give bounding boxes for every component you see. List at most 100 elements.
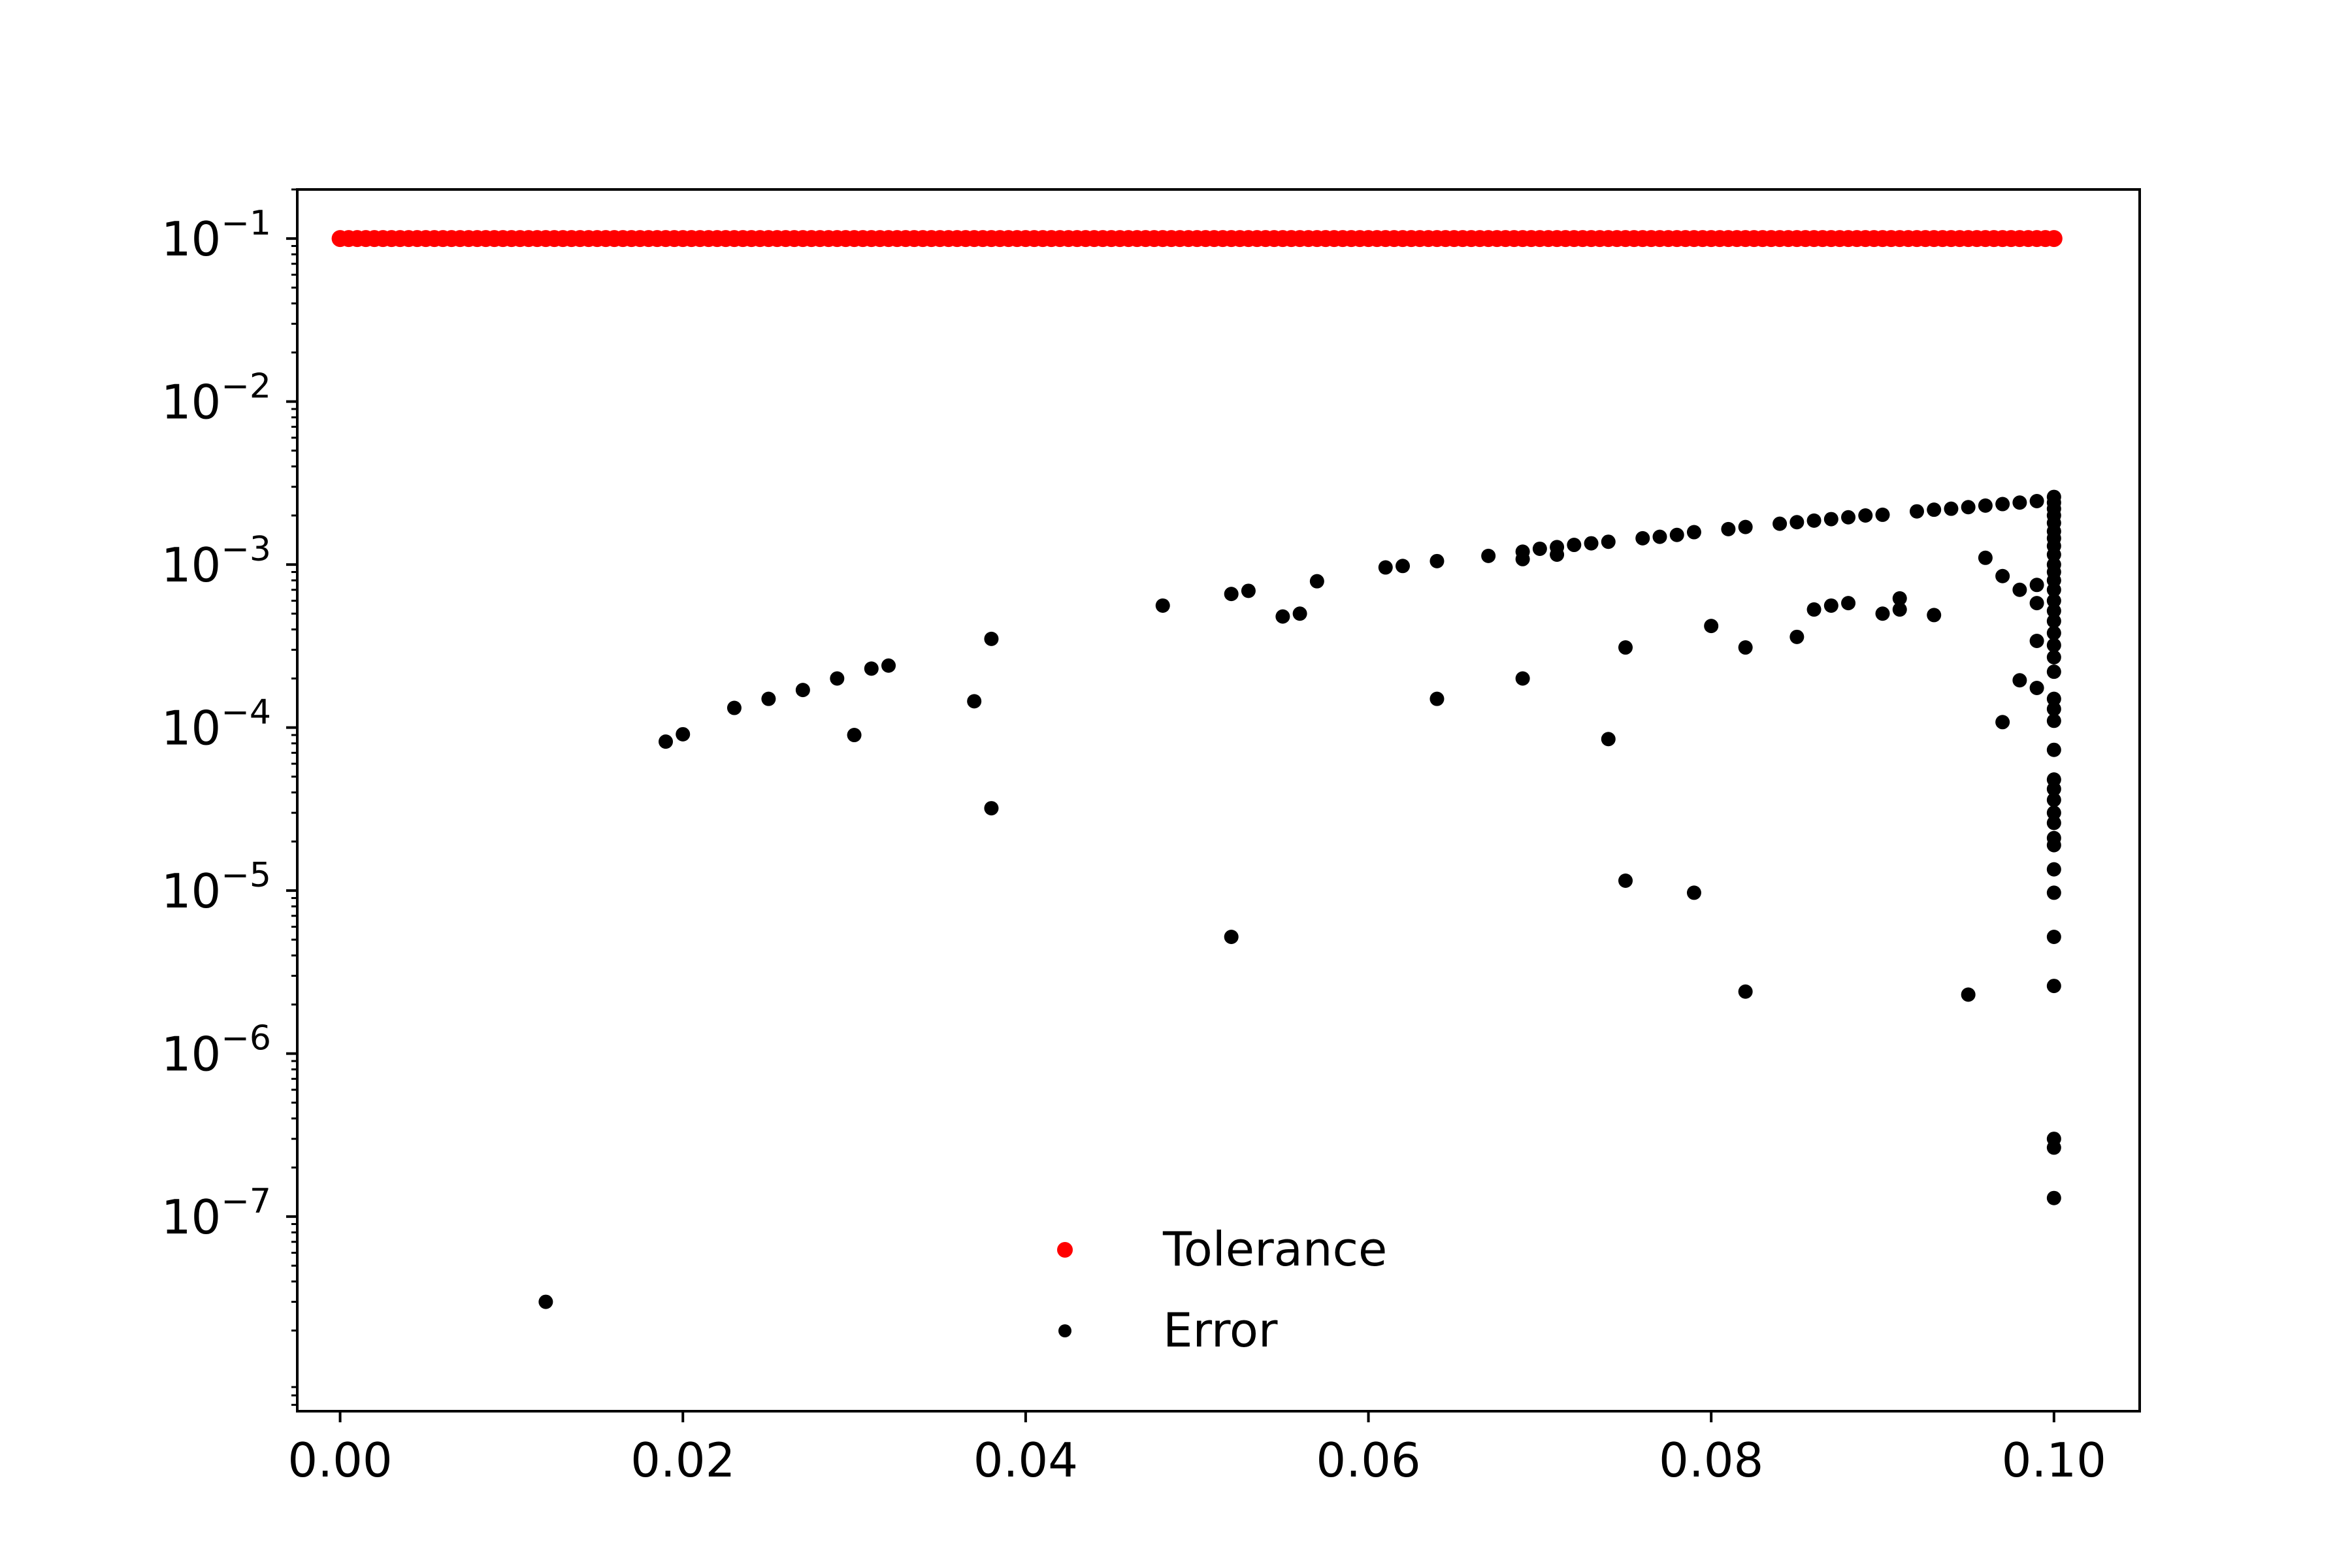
- error-point: [2046, 929, 2061, 944]
- error-point: [1892, 591, 1907, 606]
- error-point: [1241, 583, 1256, 598]
- x-tick-label: 0.00: [287, 1433, 392, 1488]
- y-tick-base: 10: [161, 701, 221, 756]
- error-point: [1927, 502, 1942, 517]
- error-point: [1858, 508, 1873, 523]
- tolerance-point: [2045, 230, 2063, 248]
- error-point: [1224, 587, 1239, 602]
- error-point: [1738, 519, 1753, 534]
- legend-label-error: Error: [1163, 1303, 1278, 1358]
- error-point: [1909, 504, 1924, 519]
- error-point: [1995, 715, 2010, 730]
- error-point: [2046, 582, 2061, 597]
- legend: Tolerance Error: [1057, 1222, 1387, 1358]
- error-point: [1961, 987, 1976, 1002]
- error-point: [1961, 500, 1976, 515]
- y-tick-base: 10: [161, 212, 221, 267]
- error-point: [1601, 732, 1616, 747]
- error-point: [2012, 582, 2027, 597]
- x-tick-label: 0.02: [630, 1433, 735, 1488]
- y-tick-exponent: −2: [221, 367, 271, 406]
- legend-marker-tolerance: [1057, 1242, 1073, 1258]
- x-axis: 0.00 0.02 0.04 0.06 0.08 0.10: [287, 1411, 2106, 1488]
- legend-marker-error: [1058, 1324, 1071, 1337]
- error-point: [1532, 541, 1547, 556]
- error-point: [1978, 550, 1993, 565]
- error-point: [1875, 507, 1890, 522]
- error-point: [1841, 510, 1856, 525]
- y-tick-label: 10−2: [161, 367, 271, 430]
- y-tick-exponent: −7: [221, 1182, 271, 1221]
- error-point: [1806, 602, 1821, 617]
- error-point: [984, 801, 999, 816]
- error-point: [1823, 598, 1838, 613]
- error-point: [2029, 578, 2044, 593]
- error-point: [1224, 929, 1239, 944]
- error-point: [2046, 702, 2061, 717]
- error-point: [1429, 691, 1445, 706]
- error-series: [538, 489, 2061, 1309]
- error-point: [2046, 806, 2061, 821]
- error-point: [2046, 742, 2061, 757]
- error-point: [2046, 838, 2061, 853]
- error-point: [2029, 680, 2044, 695]
- error-point: [1841, 596, 1856, 611]
- error-point: [1772, 516, 1788, 531]
- error-point: [1875, 606, 1890, 621]
- error-point: [2046, 781, 2061, 796]
- x-tick-label: 0.04: [973, 1433, 1078, 1488]
- error-point: [1275, 609, 1290, 624]
- error-point: [1789, 629, 1805, 644]
- error-point: [2029, 494, 2044, 509]
- x-tick-label: 0.08: [1659, 1433, 1763, 1488]
- y-tick-base: 10: [161, 1027, 221, 1082]
- y-axis: 10−110−210−310−410−510−610−7: [161, 188, 297, 1406]
- y-tick-base: 10: [161, 1190, 221, 1245]
- error-point: [727, 700, 742, 715]
- y-tick-base: 10: [161, 864, 221, 919]
- error-point: [2046, 613, 2061, 629]
- error-point: [2012, 495, 2027, 510]
- error-point: [1635, 531, 1650, 546]
- y-tick-label: 10−3: [161, 530, 271, 593]
- error-point: [538, 1294, 553, 1309]
- error-point: [1789, 515, 1805, 530]
- error-point: [1429, 553, 1445, 568]
- error-point: [2046, 547, 2061, 562]
- error-point: [2046, 649, 2061, 664]
- error-point: [1567, 538, 1582, 553]
- error-point: [2046, 979, 2061, 994]
- error-point: [2046, 593, 2061, 608]
- error-point: [1892, 602, 1907, 617]
- error-point: [1686, 885, 1701, 900]
- error-point: [1550, 547, 1565, 562]
- error-point: [1686, 525, 1701, 540]
- y-tick-label: 10−7: [161, 1182, 271, 1245]
- y-tick-exponent: −1: [221, 204, 271, 243]
- error-point: [830, 671, 845, 686]
- error-point: [1721, 521, 1736, 536]
- error-point: [847, 728, 862, 743]
- error-point: [1155, 598, 1170, 613]
- error-point: [676, 727, 691, 742]
- x-tick-label: 0.06: [1316, 1433, 1420, 1488]
- plot-area: [297, 189, 2140, 1411]
- y-tick-exponent: −5: [221, 856, 271, 895]
- error-point: [2046, 691, 2061, 706]
- error-point: [1515, 671, 1530, 686]
- error-point: [1618, 640, 1633, 655]
- x-tick-label: 0.10: [2002, 1433, 2106, 1488]
- error-point: [1618, 873, 1633, 888]
- tolerance-series: [331, 230, 2063, 248]
- plot-frame: [296, 188, 2141, 1413]
- y-tick-exponent: −3: [221, 530, 271, 569]
- error-point: [1995, 568, 2010, 583]
- error-point: [881, 658, 896, 673]
- error-point: [1669, 527, 1684, 542]
- error-point: [1378, 560, 1393, 575]
- error-point: [2046, 885, 2061, 900]
- error-point: [2029, 596, 2044, 611]
- y-tick-label: 10−6: [161, 1019, 271, 1082]
- y-tick-label: 10−4: [161, 693, 271, 756]
